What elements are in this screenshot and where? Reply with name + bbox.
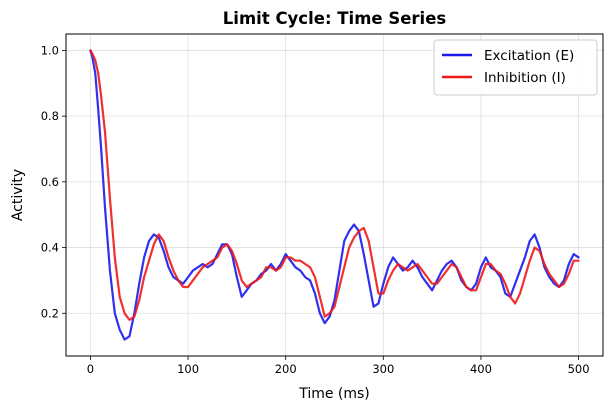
x-tick-label: 300 bbox=[372, 362, 394, 376]
x-tick-label: 100 bbox=[177, 362, 199, 376]
legend-box bbox=[433, 39, 598, 96]
legend-label-excitation: Excitation (E) bbox=[484, 48, 574, 64]
chart-title: Limit Cycle: Time Series bbox=[223, 9, 447, 28]
x-tick-label: 400 bbox=[470, 362, 492, 376]
y-tick-label: 0.4 bbox=[41, 241, 59, 255]
y-tick-label: 0.6 bbox=[41, 175, 59, 189]
plot-area-frame bbox=[65, 33, 604, 357]
y-axis-label: Activity bbox=[10, 169, 26, 221]
legend: Excitation (E) Inhibition (I) bbox=[433, 39, 598, 96]
plot-series bbox=[89, 49, 580, 341]
y-tick-label: 0.2 bbox=[41, 306, 59, 320]
x-tick-label: 200 bbox=[275, 362, 297, 376]
y-tick-label: 0.8 bbox=[41, 109, 59, 123]
x-tick-label: 0 bbox=[87, 362, 94, 376]
y-tick-label: 1.0 bbox=[41, 43, 59, 57]
series-line-inhibition bbox=[89, 49, 580, 321]
legend-label-inhibition: Inhibition (I) bbox=[484, 70, 566, 86]
x-tick-label: 500 bbox=[568, 362, 590, 376]
axis-ticks: 0 100 200 300 400 500 0.2 0.4 0.6 0.8 1.0 bbox=[41, 43, 590, 376]
x-axis-label: Time (ms) bbox=[298, 386, 370, 402]
